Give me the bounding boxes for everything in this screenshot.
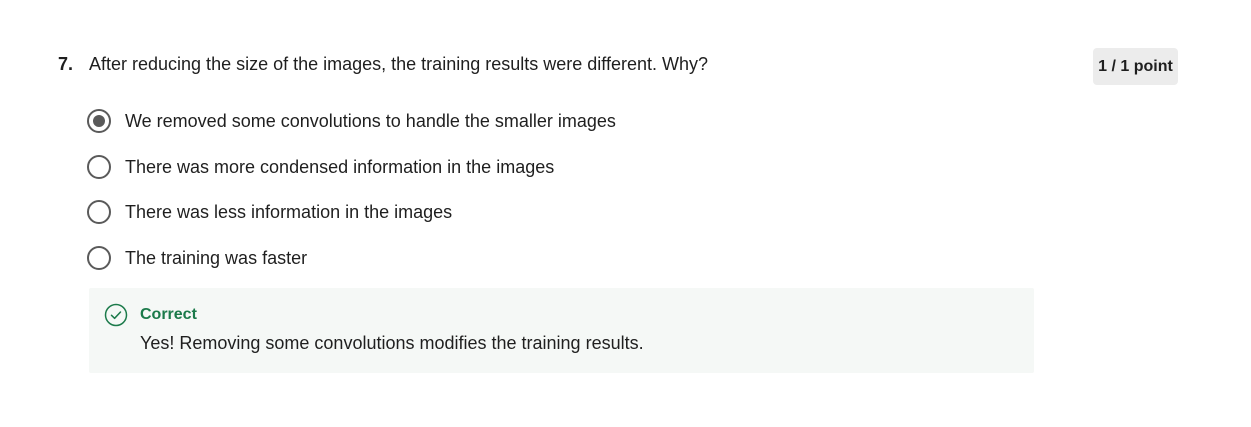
answer-option-4[interactable]: The training was faster xyxy=(87,243,616,273)
score-badge: 1 / 1 point xyxy=(1093,48,1178,85)
answer-option-1[interactable]: We removed some convolutions to handle t… xyxy=(87,106,616,136)
feedback-panel: Correct Yes! Removing some convolutions … xyxy=(89,288,1034,373)
check-circle-icon xyxy=(104,303,128,327)
option-label: There was more condensed information in … xyxy=(125,156,555,177)
feedback-text: Yes! Removing some convolutions modifies… xyxy=(140,333,644,353)
answer-option-3[interactable]: There was less information in the images xyxy=(87,197,616,227)
radio-button-selected[interactable] xyxy=(87,109,111,133)
option-label: There was less information in the images xyxy=(125,202,453,222)
answer-options: We removed some convolutions to handle t… xyxy=(87,106,616,288)
radio-button[interactable] xyxy=(87,200,111,224)
question-text: After reducing the size of the images, t… xyxy=(89,54,708,74)
radio-button[interactable] xyxy=(87,154,111,179)
answer-option-2[interactable]: There was more condensed information in … xyxy=(87,152,616,182)
option-label: We removed some convolutions to handle t… xyxy=(125,111,616,131)
option-label: The training was faster xyxy=(125,247,308,268)
radio-button[interactable] xyxy=(87,245,111,270)
question-number: 7. xyxy=(58,54,74,74)
feedback-title: Correct xyxy=(140,306,197,323)
